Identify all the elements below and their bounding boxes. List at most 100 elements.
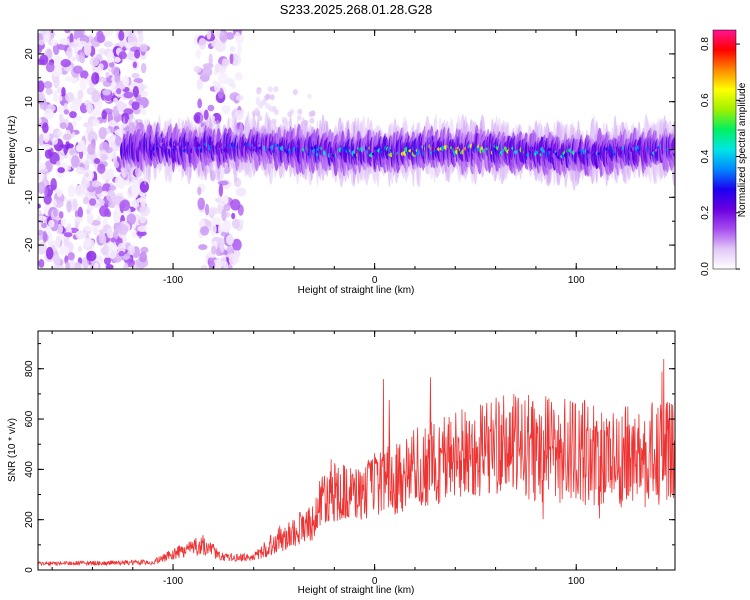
heatmap-cell bbox=[70, 155, 80, 168]
heatmap-cell bbox=[235, 187, 247, 197]
snr-x-label: Height of straight line (km) bbox=[298, 585, 415, 596]
heatmap-cell bbox=[210, 245, 217, 255]
heatmap-cell bbox=[265, 93, 271, 100]
heatmap-cell bbox=[219, 30, 228, 44]
heatmap-cell bbox=[226, 246, 234, 254]
heatmap-cell bbox=[268, 105, 274, 112]
heatmap-cell bbox=[136, 230, 147, 237]
heatmap-cell bbox=[111, 66, 120, 76]
heatmap-cell bbox=[69, 111, 77, 119]
heatmap-cell bbox=[38, 91, 45, 103]
heatmap-cell bbox=[257, 115, 263, 122]
heatmap-cell bbox=[86, 75, 91, 85]
heatmap-cell bbox=[221, 254, 227, 267]
heatmap-cell bbox=[59, 122, 67, 130]
heatmap-cell bbox=[132, 230, 138, 239]
heatmap-cell bbox=[207, 104, 215, 112]
heatmap-cell bbox=[225, 211, 231, 218]
snr-series-line bbox=[38, 358, 675, 567]
heatmap-cell bbox=[63, 109, 70, 115]
heatmap-cell bbox=[64, 30, 71, 34]
heatmap-cell bbox=[73, 262, 82, 269]
heatmap-cell bbox=[54, 239, 61, 250]
heatmap-cell bbox=[106, 168, 115, 180]
colorbar-label: Normalized spectral amplitude bbox=[737, 82, 748, 217]
heatmap-cell bbox=[75, 144, 83, 150]
snr-y-tick-label: 200 bbox=[24, 511, 35, 528]
heatmap-cell bbox=[137, 225, 148, 233]
heatmap-cell bbox=[52, 64, 63, 78]
heatmap-cell bbox=[219, 243, 225, 253]
heatmap-cell bbox=[218, 196, 229, 207]
heatmap-cell bbox=[118, 223, 129, 236]
heatmap-cell bbox=[38, 80, 45, 93]
heatmap-cell bbox=[297, 108, 303, 115]
heatmap-cell bbox=[99, 205, 110, 217]
heatmap-cell bbox=[123, 262, 129, 269]
heatmap-cell bbox=[255, 96, 261, 103]
snr-y-tick-label: 800 bbox=[24, 360, 35, 377]
heatmap-cell bbox=[121, 46, 127, 52]
heatmap-cell bbox=[69, 259, 75, 269]
heatmap-cell bbox=[131, 101, 140, 111]
heatmap-cell bbox=[113, 97, 119, 104]
colorbar-ticks: 0.0 0.2 0.4 0.6 0.8 bbox=[700, 37, 740, 276]
heatmap-cell bbox=[93, 225, 99, 236]
heatmap-cell bbox=[254, 107, 260, 114]
heatmap-cell bbox=[56, 130, 63, 137]
heatmap-cell bbox=[223, 204, 231, 212]
heatmap-cell bbox=[231, 218, 240, 229]
heatmap-cell bbox=[74, 216, 84, 223]
heatmap-cell bbox=[71, 120, 77, 127]
heatmap-cell bbox=[39, 54, 49, 66]
heatmap-cell bbox=[91, 72, 100, 85]
heatmap-cell bbox=[131, 185, 139, 199]
snr-y-label: SNR (10 * v/v) bbox=[7, 418, 18, 482]
heatmap-y-tick-label: -10 bbox=[24, 190, 35, 205]
heatmap-cell bbox=[77, 89, 84, 100]
heatmap-cell bbox=[197, 98, 203, 109]
heatmap-cell bbox=[99, 141, 110, 153]
heatmap-cell bbox=[128, 244, 134, 251]
heatmap-cell bbox=[43, 108, 55, 120]
heatmap-cell bbox=[72, 65, 83, 74]
heatmap-cell bbox=[200, 264, 208, 269]
heatmap-cell bbox=[65, 141, 70, 151]
heatmap-cell bbox=[81, 178, 90, 189]
heatmap-cell bbox=[58, 245, 70, 256]
heatmap-cell bbox=[204, 203, 210, 216]
heatmap-cell bbox=[221, 58, 228, 69]
heatmap-cell bbox=[118, 51, 127, 60]
snr-y-tick-label: 0 bbox=[24, 567, 35, 573]
heatmap-x-ticks: -100 0 100 bbox=[51, 30, 658, 286]
heatmap-cell bbox=[96, 33, 106, 43]
heatmap-cell bbox=[134, 49, 141, 59]
heatmap-cell bbox=[46, 231, 53, 245]
heatmap-cell bbox=[235, 94, 244, 101]
heatmap-cell bbox=[132, 61, 138, 69]
heatmap-cell bbox=[117, 242, 126, 255]
heatmap-cell bbox=[287, 111, 293, 118]
heatmap-x-tick-label: -100 bbox=[163, 275, 183, 286]
heatmap-cell bbox=[38, 203, 41, 209]
heatmap-cell bbox=[139, 215, 146, 224]
heatmap-cell bbox=[137, 36, 143, 44]
heatmap-cell bbox=[45, 62, 55, 73]
heatmap-cell bbox=[74, 46, 79, 53]
heatmap-cell bbox=[43, 194, 52, 205]
heatmap-cell bbox=[128, 112, 134, 120]
heatmap-cell bbox=[79, 52, 86, 64]
heatmap-cell bbox=[77, 206, 84, 219]
heatmap-cell bbox=[44, 149, 52, 159]
heatmap-cell bbox=[97, 163, 106, 174]
heatmap-cell bbox=[71, 77, 78, 84]
heatmap-cell bbox=[89, 56, 100, 67]
heatmap-cell bbox=[84, 159, 90, 172]
heatmap-cell bbox=[132, 85, 139, 98]
heatmap-cell bbox=[42, 230, 48, 243]
heatmap-cell bbox=[50, 39, 58, 46]
heatmap-cell bbox=[69, 33, 74, 45]
heatmap-cell bbox=[113, 214, 120, 224]
heatmap-cell bbox=[63, 232, 73, 238]
heatmap-cell bbox=[123, 91, 134, 99]
